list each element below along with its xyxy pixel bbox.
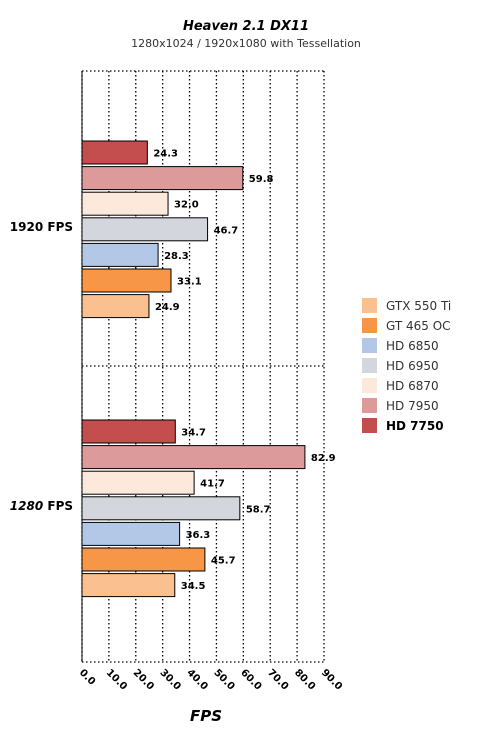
- bar-value-label: 34.7: [181, 428, 206, 439]
- legend-swatch: [362, 358, 377, 373]
- bar: [81, 242, 159, 267]
- x-tick-label: 60.0: [238, 667, 263, 692]
- bar: [81, 547, 206, 572]
- bar: [81, 217, 209, 242]
- bar: [81, 521, 181, 546]
- x-tick-label: 90.0: [319, 667, 344, 692]
- bar: [81, 470, 195, 495]
- x-tick-label: 50.0: [211, 667, 236, 692]
- legend-label: HD 6850: [386, 339, 439, 353]
- x-tick-label: 70.0: [265, 667, 290, 692]
- legend-swatch: [362, 318, 377, 333]
- bar-value-label: 59.8: [249, 174, 274, 185]
- bar-value-label: 58.7: [246, 504, 271, 515]
- bar-value-label: 34.5: [181, 581, 206, 592]
- legend-swatch: [362, 398, 377, 413]
- bar: [81, 191, 169, 216]
- x-tick-label: 80.0: [292, 667, 317, 692]
- chart-subtitle: 1280x1024 / 1920x1080 with Tessellation: [131, 37, 361, 50]
- x-axis-label: FPS: [190, 707, 222, 725]
- bar-value-label: 24.3: [153, 149, 178, 160]
- bar-value-label: 82.9: [311, 453, 336, 464]
- legend: GTX 550 Ti GT 465 OC HD 6850 HD 6950 HD 6870…: [362, 298, 451, 433]
- bar: [81, 419, 176, 444]
- x-tick-label: 30.0: [158, 667, 183, 692]
- x-tick-labels: 0.0 10.0 20.0 30.0 40.0 50.0 60.0 70.0 80.0 90.0: [77, 667, 344, 692]
- bar-value-label: 33.1: [177, 277, 202, 288]
- bar: [81, 496, 241, 521]
- legend-label: HD 7750: [386, 419, 444, 433]
- bar-value-label: 24.9: [155, 302, 180, 313]
- bar: [81, 140, 148, 165]
- legend-swatch: [362, 418, 377, 433]
- bar: [81, 573, 176, 598]
- legend-label: HD 7950: [386, 399, 439, 413]
- legend-swatch: [362, 378, 377, 393]
- category-label: 1920 FPS: [10, 220, 73, 234]
- legend-label: GTX 550 Ti: [386, 299, 451, 313]
- bar-value-label: 46.7: [214, 225, 239, 236]
- legend-swatch: [362, 338, 377, 353]
- x-tick-label: 20.0: [131, 667, 156, 692]
- legend-label: GT 465 OC: [386, 319, 451, 333]
- bar: [81, 445, 306, 470]
- x-tick-label: 0.0: [77, 667, 97, 687]
- legend-swatch: [362, 298, 377, 313]
- x-tick-label: 40.0: [184, 667, 209, 692]
- legend-label: HD 6870: [386, 379, 439, 393]
- bar-marks: 24.3 34.7 59.8 82.9 32.0 41.7 46.7 58.7 28.3 36.3…: [81, 140, 336, 598]
- category-label: 1280 FPS: [10, 499, 73, 513]
- bar: [81, 268, 172, 293]
- legend-label: HD 6950: [386, 359, 439, 373]
- bar-value-label: 41.7: [200, 479, 225, 490]
- bar: [81, 294, 150, 319]
- bar: [81, 166, 244, 191]
- x-tick-label: 10.0: [104, 667, 129, 692]
- chart-title: Heaven 2.1 DX11: [183, 19, 309, 34]
- bar-value-label: 28.3: [164, 251, 189, 262]
- category-labels: 1920 FPS 1280 FPS: [10, 220, 73, 513]
- bar-value-label: 32.0: [174, 200, 199, 211]
- bar-value-label: 36.3: [186, 530, 211, 541]
- bar-value-label: 45.7: [211, 556, 236, 567]
